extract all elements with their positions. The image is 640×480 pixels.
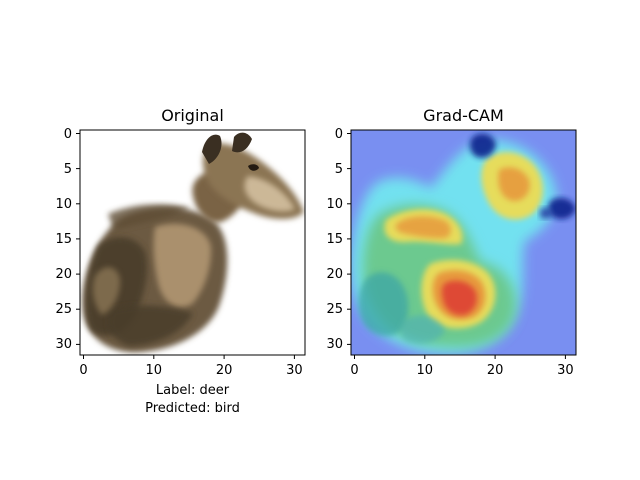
- y-tick-label: 20: [55, 267, 72, 282]
- x-tick-label: 20: [216, 363, 233, 378]
- y-tick-label: 5: [64, 162, 72, 177]
- cam-dark-spot-right: [548, 197, 576, 220]
- deer-rump-light: [92, 267, 121, 315]
- gradcam-title: Grad-CAM: [423, 106, 504, 125]
- original-x-axis: 0 10 20 30: [79, 355, 303, 378]
- y-tick-label: 10: [326, 197, 343, 212]
- original-image: [80, 130, 305, 355]
- gradcam-frame: [350, 129, 577, 356]
- y-tick-label: 0: [64, 127, 72, 142]
- y-tick-label: 5: [335, 162, 343, 177]
- gradcam-x-axis: 0 10 20 30: [350, 355, 574, 378]
- deer-light-fur: [153, 223, 212, 308]
- original-title: Original: [161, 106, 224, 125]
- deer-belly: [108, 305, 193, 346]
- y-tick-label: 0: [335, 127, 343, 142]
- gradcam-heatmap: [351, 130, 576, 355]
- y-tick-label: 15: [55, 232, 72, 247]
- original-y-axis: 0 5 10 15 20 25 30: [55, 127, 80, 352]
- y-tick-label: 20: [326, 267, 343, 282]
- gradcam-panel: Grad-CAM: [326, 106, 577, 378]
- x-tick-label: 0: [350, 363, 358, 378]
- x-tick-label: 30: [286, 363, 303, 378]
- x-tick-label: 10: [417, 363, 434, 378]
- original-panel: Original 0 5: [55, 106, 306, 416]
- ground-truth-label: Label: deer: [156, 383, 230, 398]
- deer-ear-left: [202, 134, 222, 164]
- y-tick-label: 30: [55, 337, 72, 352]
- cam-dark-spot-right-2: [540, 207, 553, 219]
- x-tick-label: 30: [557, 363, 574, 378]
- deer-ear-right: [232, 132, 252, 153]
- original-frame: [79, 129, 306, 356]
- y-tick-label: 25: [326, 302, 343, 317]
- x-tick-label: 20: [487, 363, 504, 378]
- cam-head-core: [498, 167, 530, 201]
- gradcam-y-axis: 0 5 10 15 20 25 30: [326, 127, 351, 352]
- cam-dark-spot-top: [469, 133, 496, 158]
- x-tick-label: 0: [79, 363, 87, 378]
- y-tick-label: 25: [55, 302, 72, 317]
- cam-teal-shade: [358, 272, 409, 336]
- deer-back: [108, 204, 190, 230]
- deer-eye: [248, 164, 259, 171]
- cam-hotspot-core: [441, 280, 477, 316]
- cam-orange-band: [395, 216, 451, 239]
- x-tick-label: 10: [146, 363, 163, 378]
- y-tick-label: 30: [326, 337, 343, 352]
- prediction-label: Predicted: bird: [145, 401, 240, 416]
- y-tick-label: 10: [55, 197, 72, 212]
- cam-teal-shade-2: [400, 315, 445, 344]
- deer-snout-light: [244, 176, 295, 212]
- y-tick-label: 15: [326, 232, 343, 247]
